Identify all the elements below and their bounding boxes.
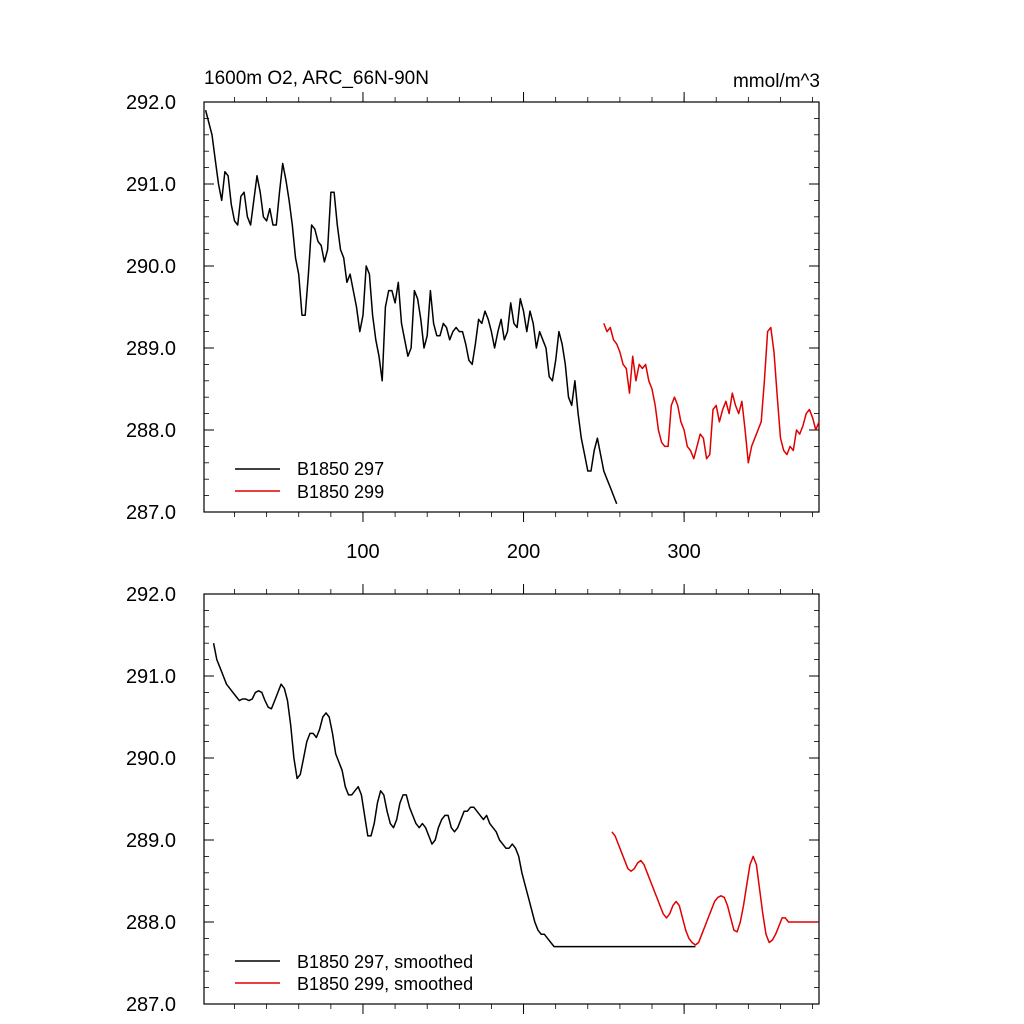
bottom-ytick-label: 290.0 bbox=[126, 748, 176, 770]
top-axis-ticks bbox=[204, 92, 819, 522]
top-plot-frame bbox=[203, 101, 820, 513]
top-ytick-label: 288.0 bbox=[126, 420, 176, 442]
top-panel-title: 1600m O2, ARC_66N-90N bbox=[204, 68, 429, 89]
bottom-plot-frame bbox=[203, 593, 820, 1005]
top-series-line-0 bbox=[204, 110, 618, 505]
bottom-ytick-label: 292.0 bbox=[126, 584, 176, 606]
bottom-series-group bbox=[212, 643, 818, 948]
top-ytick-label: 290.0 bbox=[126, 256, 176, 278]
bottom-ytick-label: 289.0 bbox=[126, 830, 176, 852]
legend-label-297: B1850 297 bbox=[297, 459, 384, 479]
legend-label-299-smoothed: B1850 299, smoothed bbox=[297, 974, 473, 994]
top-panel: 1600m O2, ARC_66N-90N mmol/m^3 287.0 288.… bbox=[126, 68, 820, 563]
bottom-ytick-label: 291.0 bbox=[126, 666, 176, 688]
top-x-tick-labels: 100 200 300 bbox=[346, 541, 701, 563]
top-xtick-label: 100 bbox=[346, 541, 379, 563]
top-xtick-label: 300 bbox=[667, 541, 700, 563]
top-series-group bbox=[204, 110, 820, 505]
top-ytick-label: 292.0 bbox=[126, 92, 176, 114]
top-y-tick-labels: 287.0 288.0 289.0 290.0 291.0 292.0 bbox=[126, 92, 176, 524]
bottom-panel: 287.0 288.0 289.0 290.0 291.0 292.0 B1850 297… bbox=[126, 584, 820, 1016]
bottom-series-line-1 bbox=[611, 831, 818, 946]
bottom-axis-ticks bbox=[204, 584, 819, 1014]
bottom-y-tick-labels: 287.0 288.0 289.0 290.0 291.0 292.0 bbox=[126, 584, 176, 1016]
bottom-series-line-0 bbox=[212, 643, 696, 948]
top-ytick-label: 291.0 bbox=[126, 174, 176, 196]
top-series-line-1 bbox=[603, 323, 820, 464]
top-ytick-label: 287.0 bbox=[126, 502, 176, 524]
legend-label-299: B1850 299 bbox=[297, 482, 384, 502]
legend-label-297-smoothed: B1850 297, smoothed bbox=[297, 952, 473, 972]
bottom-legend: B1850 297, smoothed B1850 299, smoothed bbox=[235, 952, 473, 994]
top-ytick-label: 289.0 bbox=[126, 338, 176, 360]
bottom-ytick-label: 287.0 bbox=[126, 994, 176, 1016]
top-xtick-label: 200 bbox=[507, 541, 540, 563]
top-panel-units: mmol/m^3 bbox=[733, 71, 820, 92]
bottom-ytick-label: 288.0 bbox=[126, 912, 176, 934]
top-legend: B1850 297 B1850 299 bbox=[235, 459, 384, 502]
